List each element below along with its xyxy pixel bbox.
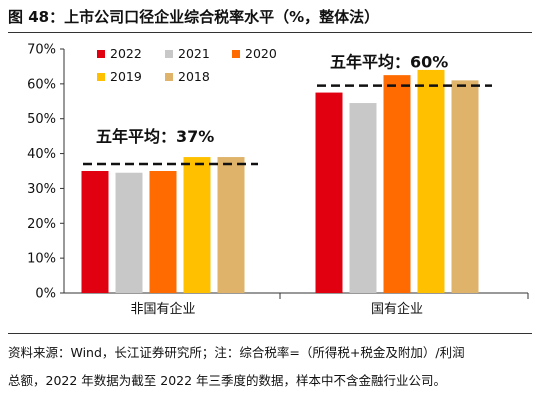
y-tick-label: 0% <box>35 287 56 302</box>
average-label: 五年平均：37% <box>96 127 214 146</box>
bar-2020-non-state <box>149 171 177 293</box>
source-note-line-1: 资料来源：Wind，长江证券研究所；注：综合税率=（所得税+税金及附加）/利润 <box>8 345 465 360</box>
bar-2022-state <box>315 92 343 293</box>
bar-2018-non-state <box>217 157 245 293</box>
legend-swatch-2021 <box>165 50 173 58</box>
bar-2021-non-state <box>115 172 143 293</box>
legend-label-2019: 2019 <box>110 69 142 84</box>
bar-2020-state <box>383 75 411 294</box>
average-label: 五年平均：60% <box>330 53 448 72</box>
source-note-line-2: 总额，2022 年数据为截至 2022 年三季度的数据，样本中不含金融行业公司。 <box>8 373 447 388</box>
legend-label-2020: 2020 <box>245 46 277 61</box>
bar-2019-state <box>417 69 445 294</box>
y-tick-label: 60% <box>27 77 56 92</box>
y-tick-label: 40% <box>27 147 56 162</box>
legend-swatch-2019 <box>97 73 105 81</box>
legend-swatch-2022 <box>97 50 105 58</box>
legend-swatch-2018 <box>165 73 173 81</box>
figure-title: 图 48：上市公司口径企业综合税率水平（%，整体法） <box>8 8 380 26</box>
legend-label-2022: 2022 <box>110 46 142 61</box>
legend-label-2018: 2018 <box>178 69 210 84</box>
legend-swatch-2020 <box>232 50 240 58</box>
legend-label-2021: 2021 <box>178 46 210 61</box>
bar-chart: 0% 10% 20% 30% 40% 50% 60% 70% 非国有企业 国有企业 五年平均：37%… <box>27 43 529 317</box>
y-tick-label: 70% <box>27 43 56 58</box>
title-rule <box>8 32 532 33</box>
y-tick-label: 30% <box>27 182 56 197</box>
x-category-label: 国有企业 <box>371 301 423 317</box>
y-tick-label: 50% <box>27 112 56 127</box>
note-rule <box>8 333 532 334</box>
bar-2021-state <box>349 103 377 294</box>
bar-2022-non-state <box>81 171 109 293</box>
y-tick-label: 20% <box>27 217 56 232</box>
bar-2019-non-state <box>183 157 211 293</box>
bar-2018-state <box>451 80 479 293</box>
y-tick-label: 10% <box>27 252 56 267</box>
x-category-label: 非国有企业 <box>130 301 195 317</box>
